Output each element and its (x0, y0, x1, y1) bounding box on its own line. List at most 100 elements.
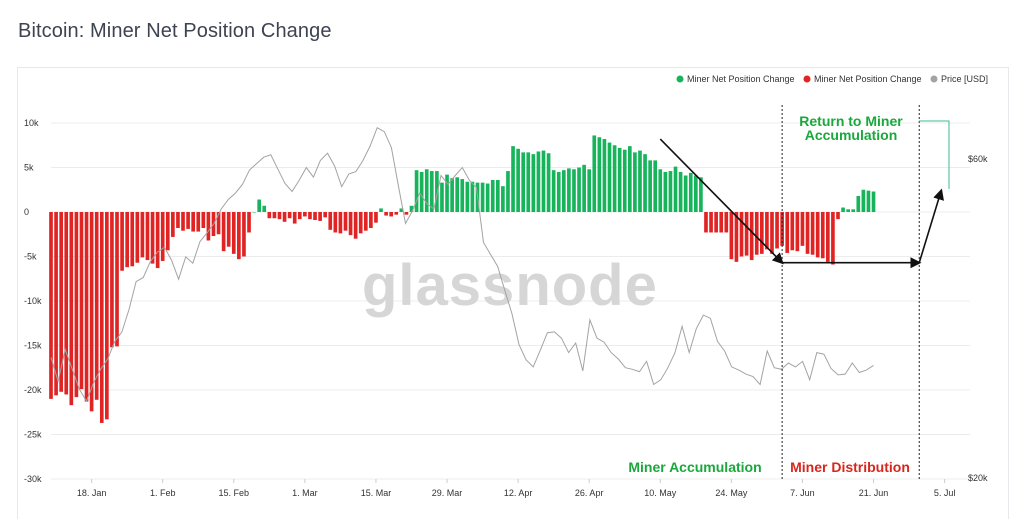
y-axis-right: $60k $20k (968, 154, 988, 483)
bar (84, 212, 89, 402)
y-axis-left: 10k 5k 0 -5k -10k -15k -20k -25k -30k (24, 118, 42, 484)
bar (760, 212, 764, 254)
annotation-miner-distribution: Miner Distribution (790, 459, 910, 475)
bar (455, 177, 460, 212)
bar (399, 208, 404, 212)
bar (414, 170, 419, 212)
bar (343, 212, 348, 231)
y-tick-label: -20k (24, 385, 42, 395)
bar (485, 183, 490, 212)
bar (424, 169, 429, 212)
bar (536, 151, 541, 212)
bar (231, 212, 236, 254)
bar (160, 212, 165, 261)
bar (379, 208, 383, 212)
bar (353, 212, 358, 239)
bar (470, 181, 475, 212)
bar (186, 212, 190, 229)
trend-arrow (659, 138, 784, 265)
x-tick-label: 7. Jun (790, 488, 815, 498)
bar (617, 147, 622, 212)
bar (120, 212, 124, 271)
bar (704, 212, 708, 233)
bar (445, 174, 449, 212)
bar (780, 212, 784, 246)
bar (206, 212, 211, 241)
bar (150, 212, 155, 264)
bar (612, 145, 617, 212)
x-tick-label: 26. Apr (575, 488, 604, 498)
bar (506, 171, 510, 212)
bar (257, 199, 261, 212)
bar (749, 212, 754, 261)
trend-arrow (918, 188, 944, 263)
bar (770, 212, 774, 254)
bar (394, 212, 399, 215)
bar (59, 212, 63, 392)
watermark: glassnode (362, 253, 658, 318)
bar (419, 171, 424, 212)
legend-item-price[interactable]: Price [USD] (930, 74, 989, 84)
bar (861, 189, 866, 212)
trend-arrows (659, 138, 944, 269)
bar (435, 171, 439, 212)
bar (89, 212, 94, 412)
bar (627, 146, 632, 212)
bar (795, 212, 800, 252)
x-tick-label: 1. Feb (150, 488, 176, 498)
price-line (50, 126, 874, 403)
bar (125, 212, 129, 268)
y-tick-label: 10k (24, 118, 39, 128)
bar (490, 179, 495, 212)
x-tick-label: 29. Mar (432, 488, 463, 498)
bar (744, 212, 749, 256)
bar (450, 178, 454, 212)
page-title: Bitcoin: Miner Net Position Change (18, 20, 332, 42)
legend-item-positive[interactable]: Miner Net Position Change (676, 74, 795, 84)
bar (135, 212, 140, 263)
bar (110, 212, 114, 348)
bar (69, 212, 74, 406)
bar (465, 181, 470, 212)
bar (871, 191, 876, 212)
bar (815, 212, 820, 258)
bar (130, 212, 135, 267)
bar (810, 212, 815, 255)
bar (440, 182, 444, 212)
bar (155, 212, 160, 269)
bar (242, 212, 246, 257)
y-tick-label: -15k (24, 341, 42, 351)
chart-svg: glassnode 10k5k0-5k-10k-15k-20k-25k-30k … (24, 74, 989, 498)
x-tick-label: 10. May (644, 488, 677, 498)
x-tick-label: 24. May (715, 488, 748, 498)
bar (577, 167, 581, 212)
bar (638, 150, 642, 212)
bar (714, 212, 718, 233)
bar (267, 212, 272, 219)
y-tick-label: -25k (24, 430, 42, 440)
bar (74, 212, 79, 398)
bar (226, 212, 231, 247)
y-tick-label: -10k (24, 296, 42, 306)
bar (597, 137, 602, 212)
bar (648, 160, 652, 212)
bar (64, 212, 69, 395)
bar (313, 212, 317, 221)
bar (805, 212, 810, 254)
legend-label-price: Price [USD] (941, 74, 988, 84)
annotation-return-line1: Return to Miner (799, 113, 903, 129)
bar (237, 212, 241, 260)
bar (191, 212, 195, 232)
bar (429, 171, 434, 212)
bar (115, 212, 119, 347)
bar (252, 212, 256, 213)
bar (292, 212, 297, 224)
bar (318, 212, 322, 221)
legend-item-negative[interactable]: Miner Net Position Change (803, 74, 922, 84)
bar (105, 212, 109, 420)
bar (374, 212, 378, 223)
bar (94, 212, 99, 400)
legend-label-negative: Miner Net Position Change (814, 74, 922, 84)
bar (668, 171, 673, 212)
bar (348, 212, 353, 236)
